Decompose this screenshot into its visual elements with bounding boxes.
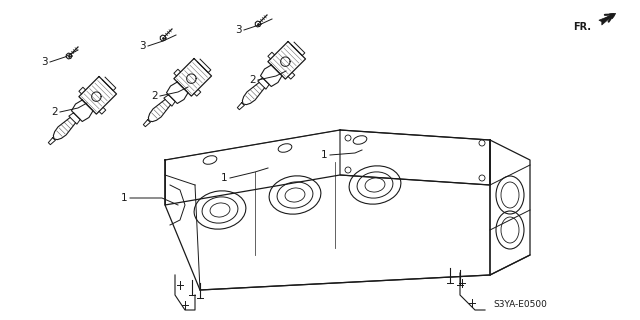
Text: 2: 2: [51, 107, 58, 117]
Text: 1: 1: [321, 150, 328, 160]
Text: S3YA-E0500: S3YA-E0500: [493, 300, 547, 309]
Text: FR.: FR.: [573, 22, 591, 32]
Text: 1: 1: [121, 193, 127, 203]
Text: 1: 1: [221, 173, 228, 183]
Text: 2: 2: [249, 75, 255, 85]
Text: 3: 3: [41, 57, 47, 67]
Text: 3: 3: [235, 25, 242, 35]
Text: 3: 3: [139, 41, 146, 51]
Text: 2: 2: [151, 91, 157, 101]
